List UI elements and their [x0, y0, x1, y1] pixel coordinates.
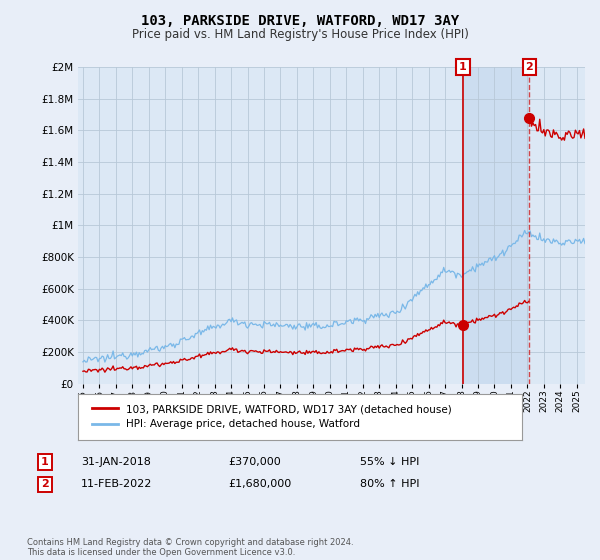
Text: 11-FEB-2022: 11-FEB-2022	[81, 479, 152, 489]
Text: 31-JAN-2018: 31-JAN-2018	[81, 457, 151, 467]
Text: £370,000: £370,000	[228, 457, 281, 467]
Text: 103, PARKSIDE DRIVE, WATFORD, WD17 3AY: 103, PARKSIDE DRIVE, WATFORD, WD17 3AY	[141, 14, 459, 28]
Bar	[463, 67, 529, 384]
Text: 1: 1	[459, 62, 467, 72]
Legend: 103, PARKSIDE DRIVE, WATFORD, WD17 3AY (detached house), HPI: Average price, det: 103, PARKSIDE DRIVE, WATFORD, WD17 3AY (…	[88, 400, 456, 433]
Text: Contains HM Land Registry data © Crown copyright and database right 2024.
This d: Contains HM Land Registry data © Crown c…	[27, 538, 353, 557]
Text: 2: 2	[41, 479, 49, 489]
Text: Price paid vs. HM Land Registry's House Price Index (HPI): Price paid vs. HM Land Registry's House …	[131, 28, 469, 41]
Text: £1,680,000: £1,680,000	[228, 479, 291, 489]
Text: 2: 2	[526, 62, 533, 72]
Text: 1: 1	[41, 457, 49, 467]
Text: 55% ↓ HPI: 55% ↓ HPI	[360, 457, 419, 467]
Text: 80% ↑ HPI: 80% ↑ HPI	[360, 479, 419, 489]
